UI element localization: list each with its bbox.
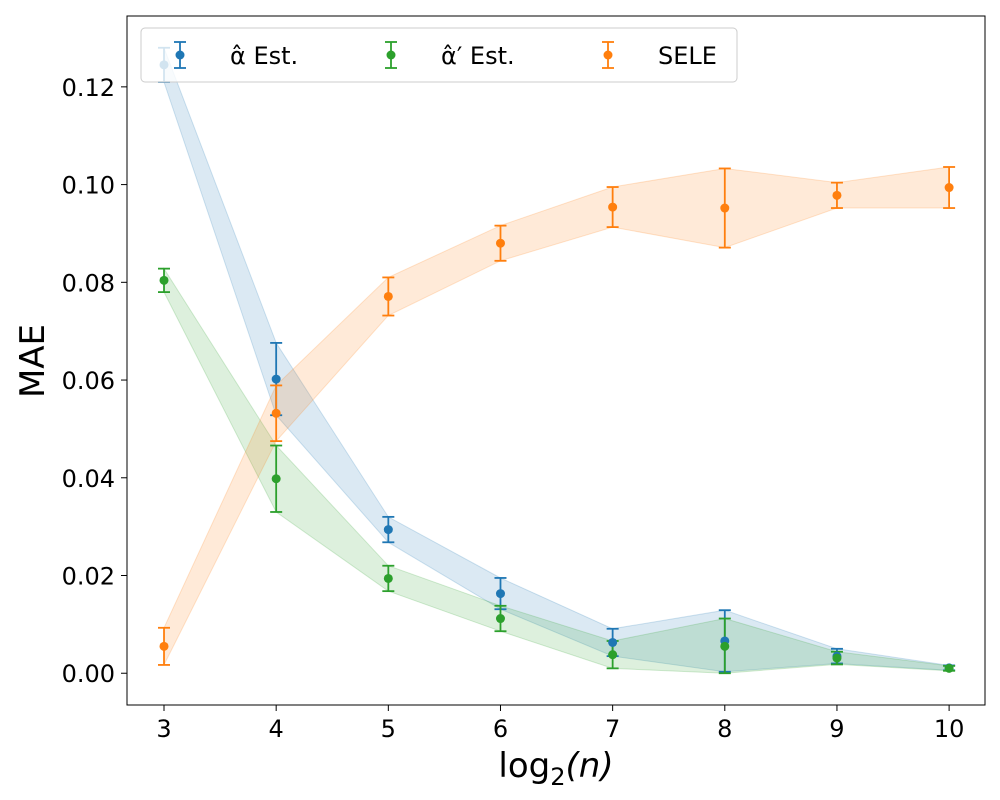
confidence-bands	[163, 47, 950, 674]
y-tick-label: 0.04	[62, 465, 115, 493]
y-tick-label: 0.02	[62, 563, 115, 591]
x-tick-label: 10	[934, 715, 965, 743]
series-1-point	[383, 525, 393, 535]
series-3-point	[832, 190, 842, 200]
y-tick-label: 0.10	[62, 172, 115, 200]
y-tick-label: 0.08	[62, 269, 115, 297]
x-tick-label: 6	[493, 715, 508, 743]
series-2-point	[832, 653, 842, 663]
series-1-point	[608, 637, 618, 647]
legend-frame	[140, 27, 738, 83]
y-tick-label: 0.00	[62, 660, 115, 688]
series-2-point	[608, 650, 618, 660]
series-3-point	[271, 408, 281, 418]
series-3-point	[720, 203, 730, 213]
series-1-band	[163, 47, 950, 673]
series-2-point	[159, 275, 169, 285]
series-2-point	[495, 614, 505, 624]
x-tick-label: 8	[717, 715, 732, 743]
legend: α̂ Est. α̂′ Est. SELE	[140, 27, 738, 83]
legend-label: α̂ Est.	[230, 42, 298, 70]
series-1-point	[271, 374, 281, 384]
x-tick-label: 3	[156, 715, 171, 743]
legend-label: SELE	[658, 42, 717, 70]
series-3-point	[608, 202, 618, 212]
plot-frame	[126, 15, 986, 706]
y-tick-label: 0.06	[62, 367, 115, 395]
legend-handle-marker	[175, 50, 185, 60]
legend-label: α̂′ Est.	[441, 42, 515, 70]
x-axis-label: log2(n)	[498, 746, 613, 791]
series-3-point	[383, 291, 393, 301]
series-3-point	[495, 238, 505, 248]
x-tick-label: 4	[269, 715, 284, 743]
series-1-point	[495, 589, 505, 599]
series-2-point	[271, 474, 281, 484]
x-tick-label: 9	[829, 715, 844, 743]
legend-handle-marker	[603, 50, 613, 60]
x-tick-label: 5	[381, 715, 396, 743]
y-axis: 0.00 0.02 0.04 0.06 0.08 0.10 0.12	[62, 74, 127, 688]
x-axis: 3 4 5 6 7 8 9 10	[156, 705, 964, 743]
x-tick-label: 7	[605, 715, 620, 743]
y-tick-label: 0.12	[62, 74, 115, 102]
y-axis-label: MAE	[13, 324, 53, 398]
series-2-point	[383, 573, 393, 583]
x-axis-label-base: log	[498, 746, 550, 786]
x-axis-label-subscript: 2	[550, 763, 565, 791]
series-3-point	[944, 183, 954, 193]
series-2-point	[944, 663, 954, 673]
legend-handle-marker	[386, 50, 396, 60]
x-axis-label-arg: (n)	[566, 746, 614, 786]
series-2-point	[720, 641, 730, 651]
series-3-point	[159, 641, 169, 651]
